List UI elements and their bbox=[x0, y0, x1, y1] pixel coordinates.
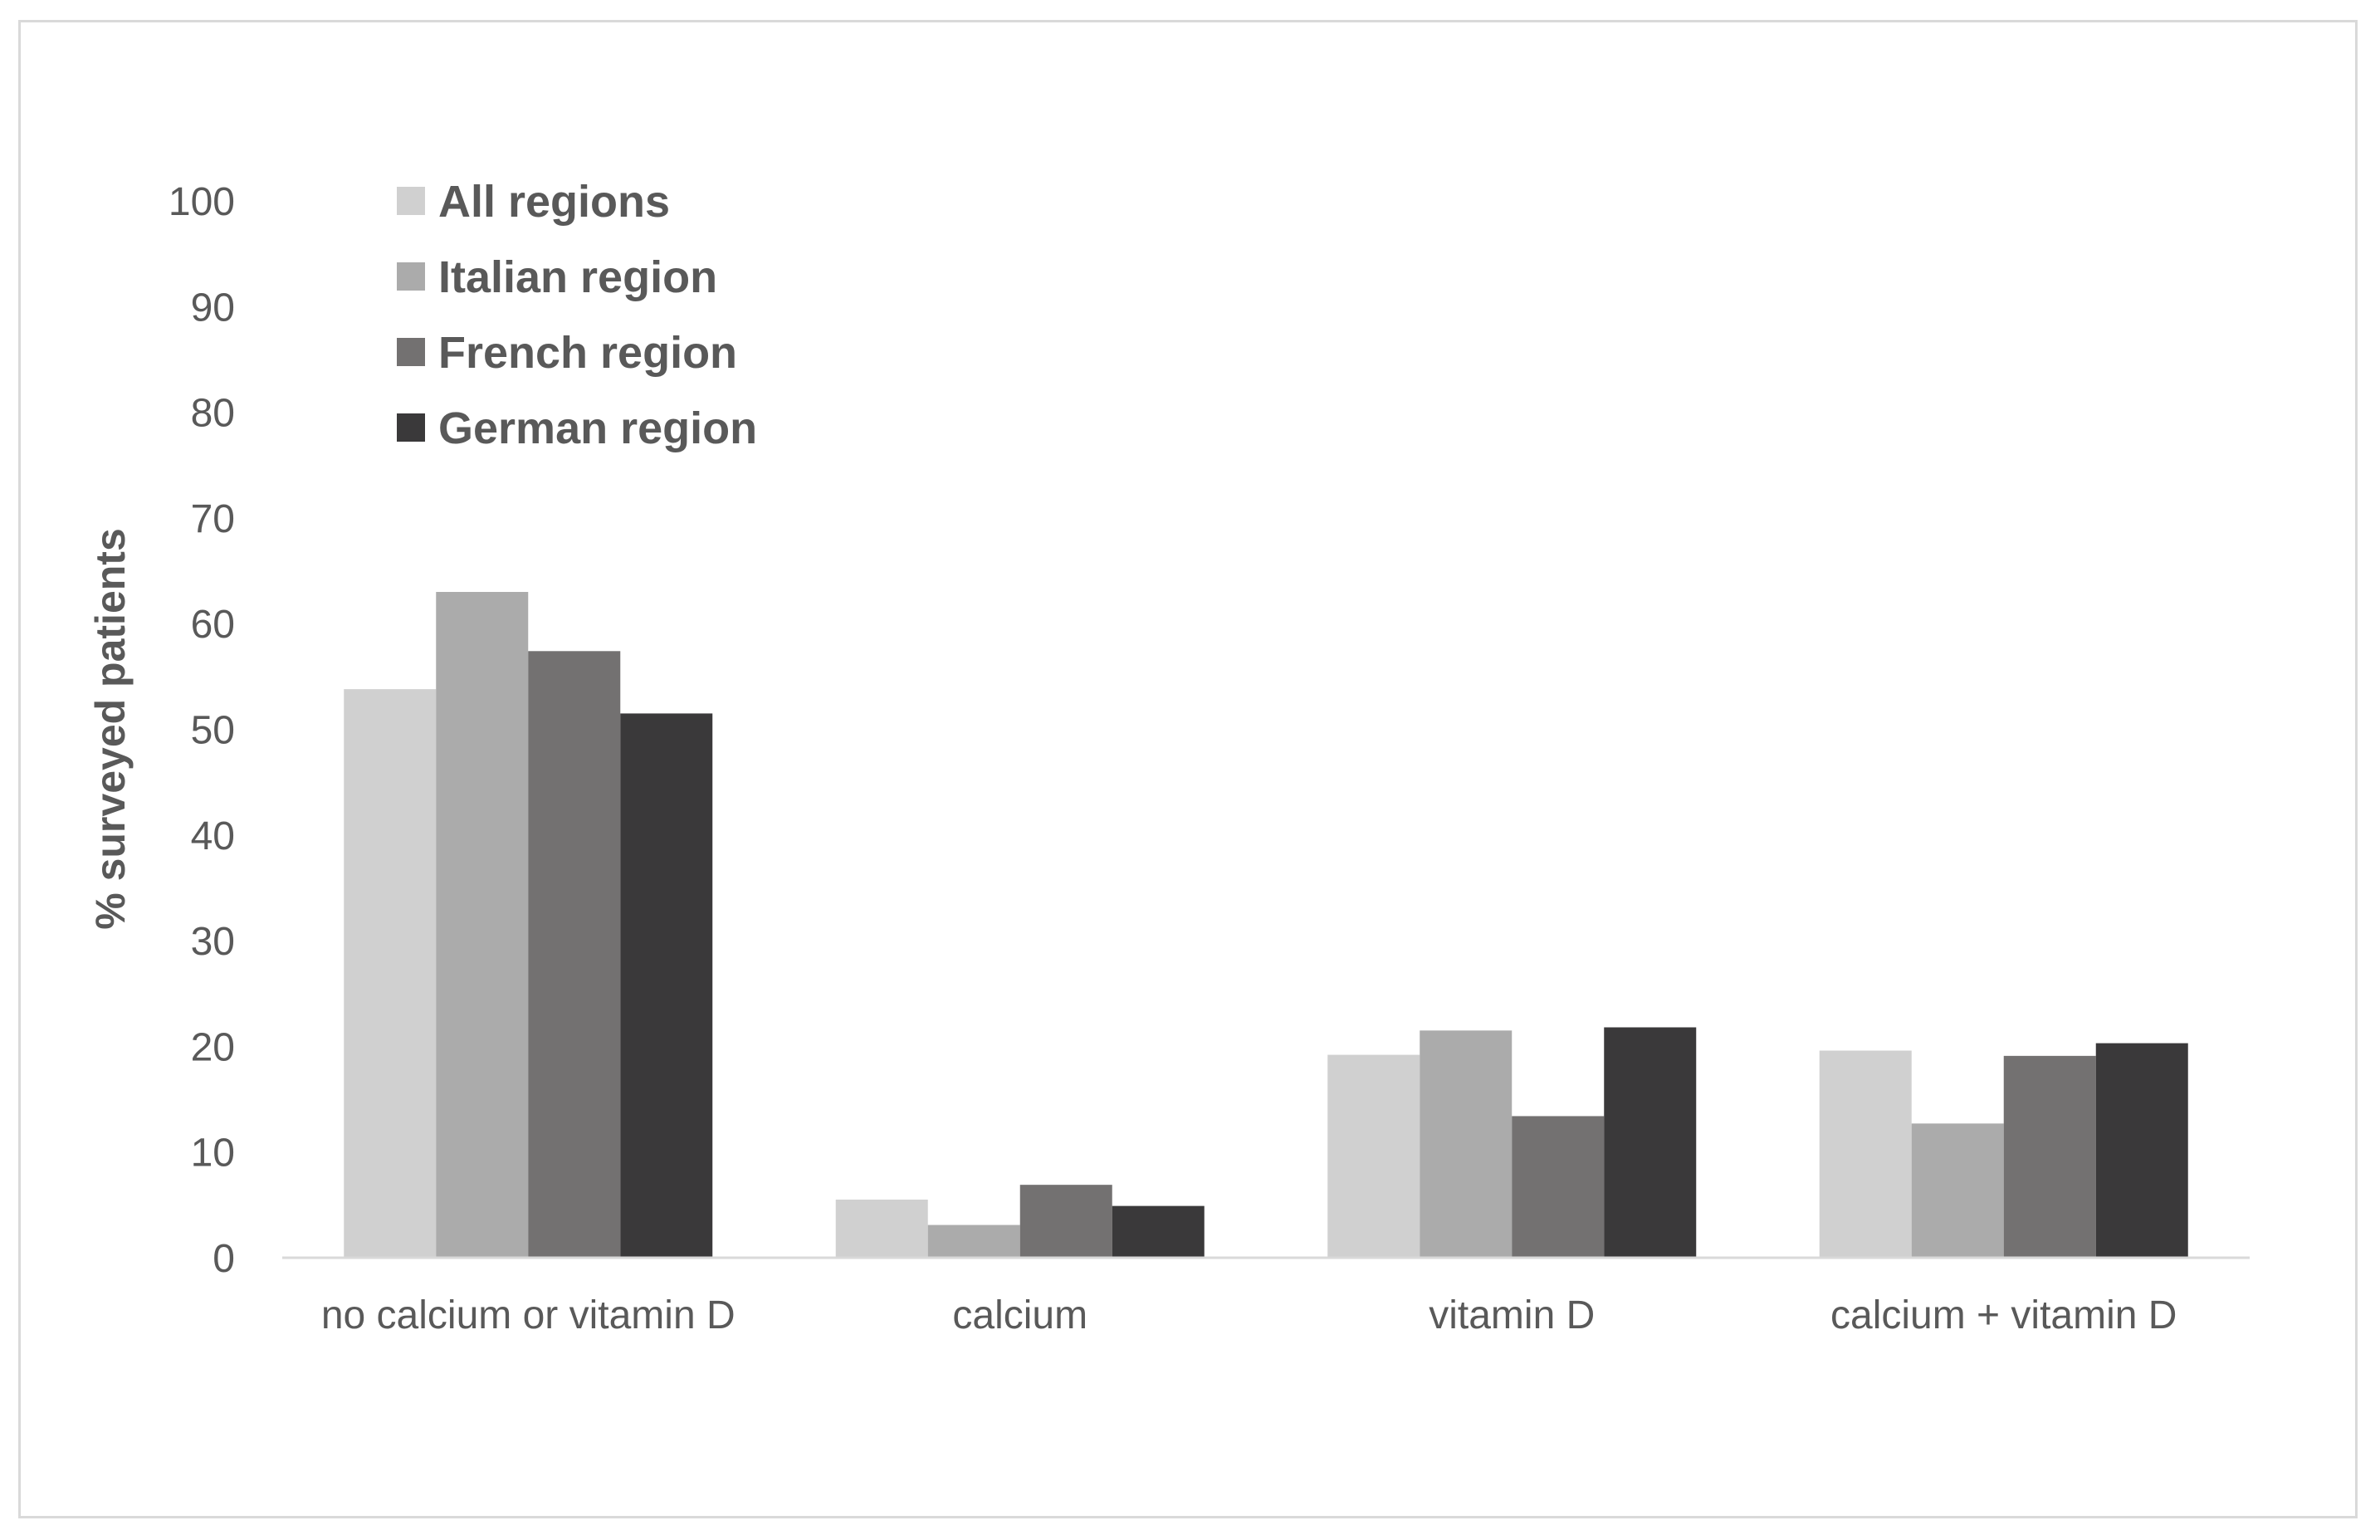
bar bbox=[620, 713, 713, 1258]
x-category-label: no calcium or vitamin D bbox=[321, 1293, 736, 1337]
legend-label: German region bbox=[438, 403, 757, 453]
bar bbox=[2095, 1043, 2188, 1258]
x-category-label: calcium + vitamin D bbox=[1830, 1293, 2177, 1337]
legend-swatch bbox=[397, 338, 425, 366]
y-tick-label: 10 bbox=[191, 1132, 235, 1176]
bar bbox=[1420, 1030, 1513, 1258]
y-tick-label: 80 bbox=[191, 392, 235, 436]
y-tick-label: 70 bbox=[191, 497, 235, 541]
bar bbox=[1019, 1185, 1112, 1258]
bar bbox=[1819, 1050, 1912, 1258]
legend-label: French region bbox=[438, 328, 737, 378]
bar bbox=[1604, 1027, 1697, 1258]
legend: All regions Italian region French region Ge… bbox=[397, 177, 757, 453]
x-category-label: vitamin D bbox=[1429, 1293, 1595, 1337]
bar bbox=[835, 1199, 928, 1258]
bar bbox=[1911, 1123, 2004, 1258]
bar bbox=[2003, 1055, 2096, 1258]
legend-label: Italian region bbox=[438, 252, 717, 302]
bar bbox=[927, 1225, 1020, 1258]
legend-swatch bbox=[397, 187, 425, 215]
bar bbox=[1327, 1054, 1420, 1258]
bar bbox=[436, 592, 529, 1258]
y-axis-label: % surveyed patients bbox=[87, 528, 134, 930]
legend-swatch bbox=[397, 262, 425, 291]
legend-label: All regions bbox=[438, 177, 670, 227]
x-category-label: calcium bbox=[952, 1293, 1087, 1337]
y-tick-label: 40 bbox=[191, 814, 235, 858]
y-tick-label: 90 bbox=[191, 286, 235, 330]
y-tick-label: 50 bbox=[191, 709, 235, 753]
legend-swatch bbox=[397, 413, 425, 442]
x-axis-categories: no calcium or vitamin D calcium vitamin D c… bbox=[321, 1293, 2177, 1337]
y-axis-ticks: 0 10 20 30 40 50 60 70 80 90 100 bbox=[169, 180, 235, 1281]
bars bbox=[344, 592, 2188, 1258]
bar bbox=[528, 651, 621, 1258]
y-tick-label: 60 bbox=[191, 603, 235, 647]
bar bbox=[344, 689, 437, 1258]
bar bbox=[1112, 1205, 1205, 1258]
y-tick-label: 0 bbox=[213, 1237, 235, 1281]
y-tick-label: 20 bbox=[191, 1025, 235, 1069]
y-tick-label: 30 bbox=[191, 920, 235, 964]
bar bbox=[1512, 1116, 1605, 1258]
y-tick-label: 100 bbox=[169, 180, 235, 224]
